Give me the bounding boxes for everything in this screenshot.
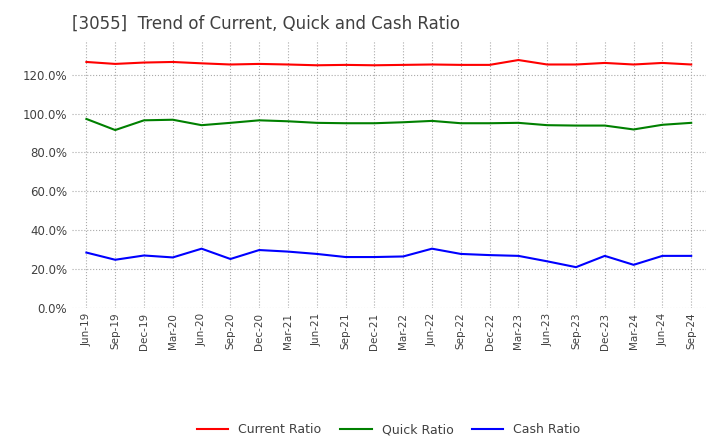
Quick Ratio	[658, 122, 667, 128]
Cash Ratio	[600, 253, 609, 259]
Line: Current Ratio: Current Ratio	[86, 60, 691, 65]
Quick Ratio	[543, 122, 552, 128]
Cash Ratio	[226, 257, 235, 262]
Quick Ratio	[312, 120, 321, 125]
Cash Ratio	[658, 253, 667, 259]
Cash Ratio	[514, 253, 523, 259]
Cash Ratio	[312, 251, 321, 257]
Quick Ratio	[456, 121, 465, 126]
Cash Ratio	[370, 254, 379, 260]
Current Ratio	[543, 62, 552, 67]
Cash Ratio	[341, 254, 350, 260]
Line: Quick Ratio: Quick Ratio	[86, 119, 691, 130]
Cash Ratio	[687, 253, 696, 259]
Cash Ratio	[399, 254, 408, 259]
Current Ratio	[399, 62, 408, 67]
Cash Ratio	[255, 247, 264, 253]
Current Ratio	[111, 61, 120, 66]
Current Ratio	[514, 57, 523, 62]
Quick Ratio	[600, 123, 609, 128]
Current Ratio	[658, 60, 667, 66]
Cash Ratio	[111, 257, 120, 262]
Quick Ratio	[572, 123, 580, 128]
Cash Ratio	[572, 264, 580, 270]
Quick Ratio	[687, 120, 696, 125]
Quick Ratio	[226, 120, 235, 125]
Current Ratio	[312, 62, 321, 68]
Current Ratio	[600, 60, 609, 66]
Cash Ratio	[197, 246, 206, 251]
Text: [3055]  Trend of Current, Quick and Cash Ratio: [3055] Trend of Current, Quick and Cash …	[72, 15, 460, 33]
Quick Ratio	[514, 120, 523, 125]
Current Ratio	[456, 62, 465, 67]
Current Ratio	[572, 62, 580, 67]
Quick Ratio	[255, 117, 264, 123]
Legend: Current Ratio, Quick Ratio, Cash Ratio: Current Ratio, Quick Ratio, Cash Ratio	[192, 418, 585, 440]
Current Ratio	[82, 59, 91, 65]
Quick Ratio	[82, 116, 91, 121]
Quick Ratio	[140, 117, 148, 123]
Cash Ratio	[284, 249, 292, 254]
Line: Cash Ratio: Cash Ratio	[86, 249, 691, 267]
Cash Ratio	[485, 253, 494, 258]
Current Ratio	[687, 62, 696, 67]
Cash Ratio	[428, 246, 436, 251]
Quick Ratio	[197, 122, 206, 128]
Current Ratio	[370, 62, 379, 68]
Current Ratio	[197, 61, 206, 66]
Quick Ratio	[370, 121, 379, 126]
Quick Ratio	[428, 118, 436, 124]
Current Ratio	[341, 62, 350, 67]
Current Ratio	[428, 62, 436, 67]
Quick Ratio	[341, 121, 350, 126]
Quick Ratio	[629, 127, 638, 132]
Current Ratio	[226, 62, 235, 67]
Cash Ratio	[168, 255, 177, 260]
Current Ratio	[255, 61, 264, 66]
Cash Ratio	[629, 262, 638, 268]
Current Ratio	[629, 62, 638, 67]
Cash Ratio	[456, 251, 465, 257]
Cash Ratio	[543, 259, 552, 264]
Current Ratio	[140, 60, 148, 65]
Quick Ratio	[284, 119, 292, 124]
Current Ratio	[168, 59, 177, 65]
Current Ratio	[284, 62, 292, 67]
Quick Ratio	[399, 120, 408, 125]
Cash Ratio	[140, 253, 148, 258]
Quick Ratio	[168, 117, 177, 122]
Current Ratio	[485, 62, 494, 67]
Quick Ratio	[111, 128, 120, 133]
Quick Ratio	[485, 121, 494, 126]
Cash Ratio	[82, 250, 91, 255]
